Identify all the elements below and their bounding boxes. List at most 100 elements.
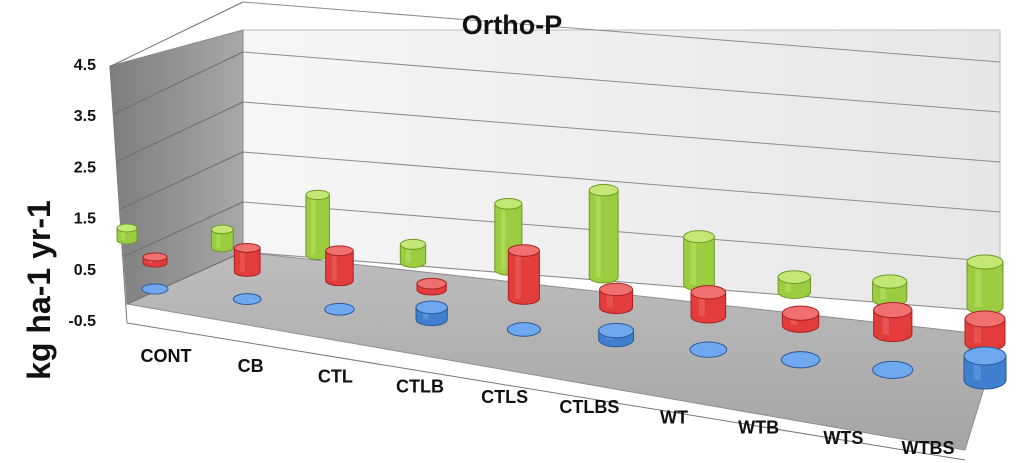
- bar-series-1: [689, 341, 728, 358]
- bar-top: [588, 184, 619, 197]
- bar-series-1: [963, 346, 1007, 390]
- bar-highlight: [595, 190, 601, 278]
- bar-top: [781, 305, 820, 321]
- category-label: WT: [660, 407, 688, 427]
- bar-series-2: [690, 285, 727, 324]
- bar-top: [683, 230, 715, 244]
- bar-top: [690, 285, 727, 300]
- bar-series-3: [872, 274, 908, 307]
- bar-highlight: [311, 194, 316, 255]
- category-labels: CONT CB CTL CTLB CTLS CTLBS WT WTB WTS WTBS: [141, 346, 955, 458]
- bar-top: [777, 270, 812, 284]
- bar-top: [963, 346, 1007, 366]
- bar-body: [325, 250, 354, 287]
- bar-top: [141, 283, 169, 295]
- bar-body: [507, 250, 540, 305]
- gridline-side: [113, 51, 244, 115]
- bar-top: [494, 197, 523, 210]
- bar-series-1: [324, 302, 355, 316]
- bar-highlight: [500, 203, 506, 270]
- bar-series-2: [964, 310, 1006, 352]
- category-label: CONT: [141, 346, 192, 366]
- category-label: CTLS: [481, 387, 528, 407]
- gridline-back: [242, 201, 1001, 263]
- bar-body: [966, 261, 1004, 315]
- bar-top: [325, 245, 354, 257]
- bar-highlight: [975, 262, 982, 307]
- y-tick-label: -0.5: [68, 313, 96, 330]
- bar-top: [415, 300, 448, 315]
- y-tick-label: 2.5: [74, 159, 96, 176]
- vertical-axis: [109, 65, 128, 324]
- bar-series-2: [599, 282, 634, 315]
- chart-title: Ortho-P: [462, 10, 563, 40]
- bar-top: [599, 282, 634, 297]
- bar-series-3: [588, 184, 619, 284]
- gridline-side: [126, 251, 244, 305]
- bar-series-2: [507, 244, 540, 305]
- bar-body: [683, 236, 715, 292]
- y-tick-label: 3.5: [74, 108, 96, 125]
- bar-body: [588, 189, 619, 284]
- bar-top: [966, 254, 1004, 270]
- bar-top: [399, 238, 427, 250]
- bar-series-2: [142, 252, 168, 268]
- gridline-back: [242, 1, 1001, 63]
- bar-series-2: [325, 245, 354, 287]
- bar-series-2: [781, 305, 820, 333]
- bar-highlight: [216, 229, 221, 248]
- bar-series-3: [399, 238, 427, 268]
- bar-highlight: [880, 281, 887, 300]
- bar-highlight: [698, 292, 705, 317]
- gridline-back: [242, 151, 1001, 213]
- bar-highlight: [974, 319, 981, 343]
- gridline-side: [116, 101, 244, 162]
- bar-series-3: [305, 189, 330, 260]
- y-axis-label: kg ha-1 yr-1: [21, 200, 57, 380]
- bar-series-3: [210, 224, 234, 253]
- bar-top: [872, 274, 908, 289]
- bar-highlight: [121, 228, 125, 240]
- gridline-side: [109, 1, 244, 67]
- bar-series-1: [872, 360, 914, 379]
- bar-top: [598, 322, 635, 339]
- category-label: CTLB: [396, 377, 444, 397]
- category-label: CTL: [318, 366, 353, 386]
- bar-series-1: [598, 322, 635, 348]
- bar-series-3: [966, 254, 1004, 315]
- bar-top: [964, 310, 1006, 328]
- gridline-back: [242, 51, 1001, 113]
- category-label: CTLBS: [559, 397, 619, 417]
- bar-series-2: [233, 242, 261, 277]
- gridline-side: [119, 151, 244, 210]
- bar-body: [599, 288, 634, 315]
- category-label: WTBS: [902, 438, 955, 458]
- gridline-back: [242, 101, 1001, 163]
- y-axis-ticks: 4.5 3.5 2.5 1.5 0.5 -0.5: [68, 57, 96, 330]
- bar-series-2: [873, 302, 913, 343]
- bar-top: [506, 322, 541, 337]
- y-tick-label: 0.5: [74, 262, 96, 279]
- bar-series-3: [683, 230, 715, 292]
- category-label: WTB: [738, 418, 779, 438]
- bar-top: [324, 302, 355, 316]
- gridline-side: [123, 201, 244, 257]
- bar-body: [233, 247, 261, 277]
- bar-series-1: [232, 293, 262, 306]
- bar-top: [689, 341, 728, 358]
- bar-highlight: [406, 244, 411, 263]
- bars: [116, 184, 1007, 390]
- bar-top: [305, 189, 330, 201]
- category-label: WTS: [823, 428, 863, 448]
- bar-series-1: [141, 283, 169, 295]
- bar-highlight: [331, 250, 337, 281]
- bar-body: [399, 243, 427, 268]
- bar-series-1: [780, 351, 821, 369]
- bar-body: [690, 291, 727, 324]
- bar-highlight: [785, 277, 792, 293]
- bar-highlight: [607, 289, 613, 308]
- bar-top: [116, 223, 138, 233]
- category-label: CB: [238, 356, 264, 376]
- bar-series-2: [416, 277, 447, 296]
